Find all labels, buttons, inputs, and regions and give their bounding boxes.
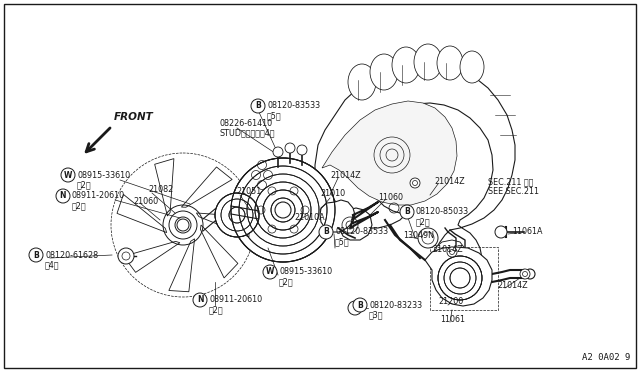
Text: 13049N: 13049N xyxy=(403,231,434,240)
Circle shape xyxy=(29,248,43,262)
Text: SEE SEC.211: SEE SEC.211 xyxy=(488,187,539,196)
Circle shape xyxy=(297,145,307,155)
Text: 21051: 21051 xyxy=(236,187,261,196)
Polygon shape xyxy=(288,195,341,230)
Circle shape xyxy=(418,228,438,248)
Polygon shape xyxy=(124,241,180,272)
Circle shape xyxy=(438,256,482,300)
Polygon shape xyxy=(196,213,250,237)
Circle shape xyxy=(251,99,265,113)
Text: 21014Z: 21014Z xyxy=(434,177,465,186)
Text: B: B xyxy=(323,228,329,237)
Polygon shape xyxy=(340,208,372,240)
Polygon shape xyxy=(181,167,232,207)
Text: 21014Z: 21014Z xyxy=(330,171,360,180)
Circle shape xyxy=(495,226,507,238)
Text: 08915-33610: 08915-33610 xyxy=(77,170,130,180)
Text: （2）: （2） xyxy=(209,305,223,314)
Text: A2 0A02 9: A2 0A02 9 xyxy=(582,353,630,362)
Text: （4）: （4） xyxy=(45,260,60,269)
Text: 21060: 21060 xyxy=(133,198,158,206)
Circle shape xyxy=(231,158,335,262)
Polygon shape xyxy=(315,65,515,292)
Circle shape xyxy=(61,168,75,182)
Text: （5）: （5） xyxy=(335,237,349,247)
Text: （2）: （2） xyxy=(77,180,92,189)
Text: 08911-20610: 08911-20610 xyxy=(72,192,125,201)
Circle shape xyxy=(56,189,70,203)
Text: 08226-61410: 08226-61410 xyxy=(220,119,273,128)
Ellipse shape xyxy=(370,54,398,90)
Text: （3）: （3） xyxy=(369,311,383,320)
Text: SEC.211 参照: SEC.211 参照 xyxy=(488,177,533,186)
Text: 21010A: 21010A xyxy=(294,214,324,222)
Circle shape xyxy=(447,247,457,257)
Ellipse shape xyxy=(437,46,463,80)
Text: 08911-20610: 08911-20610 xyxy=(209,295,262,305)
Polygon shape xyxy=(200,225,238,278)
Text: FRONT: FRONT xyxy=(114,112,154,122)
Text: 21010: 21010 xyxy=(320,189,345,199)
Ellipse shape xyxy=(392,47,420,83)
Circle shape xyxy=(348,301,362,315)
Text: 21014Z: 21014Z xyxy=(432,244,463,253)
Circle shape xyxy=(275,202,291,218)
Ellipse shape xyxy=(348,64,376,100)
Text: W: W xyxy=(266,267,274,276)
Text: B: B xyxy=(404,208,410,217)
Text: B: B xyxy=(33,250,39,260)
Text: STUDスタッド（4）: STUDスタッド（4） xyxy=(220,128,275,138)
Circle shape xyxy=(177,219,189,231)
Circle shape xyxy=(400,205,414,219)
Text: （2）: （2） xyxy=(72,202,86,211)
Text: N: N xyxy=(60,192,67,201)
Circle shape xyxy=(319,225,333,239)
Text: 08120-83533: 08120-83533 xyxy=(335,228,388,237)
Text: 08120-85033: 08120-85033 xyxy=(416,208,469,217)
Polygon shape xyxy=(320,200,355,232)
Circle shape xyxy=(215,193,259,237)
Text: （5）: （5） xyxy=(267,112,282,121)
Text: N: N xyxy=(196,295,204,305)
Text: 21082: 21082 xyxy=(148,186,173,195)
Polygon shape xyxy=(155,158,174,216)
Text: B: B xyxy=(255,102,261,110)
Text: 21014Z: 21014Z xyxy=(497,282,527,291)
Circle shape xyxy=(118,248,134,264)
Text: W: W xyxy=(64,170,72,180)
Circle shape xyxy=(410,178,420,188)
Polygon shape xyxy=(432,240,466,272)
Polygon shape xyxy=(169,239,195,292)
Text: （2）: （2） xyxy=(279,278,294,286)
Polygon shape xyxy=(117,195,166,232)
Polygon shape xyxy=(425,247,492,306)
Text: 11060: 11060 xyxy=(378,193,403,202)
Text: 08120-83233: 08120-83233 xyxy=(369,301,422,310)
Circle shape xyxy=(193,293,207,307)
Text: 08120-61628: 08120-61628 xyxy=(45,250,98,260)
Circle shape xyxy=(273,147,283,157)
Text: 11061A: 11061A xyxy=(512,227,543,235)
Ellipse shape xyxy=(414,44,442,80)
Ellipse shape xyxy=(460,51,484,83)
Circle shape xyxy=(285,143,295,153)
Text: （2）: （2） xyxy=(416,218,431,227)
Text: 21200: 21200 xyxy=(438,298,463,307)
Polygon shape xyxy=(322,101,457,205)
Text: 08120-83533: 08120-83533 xyxy=(267,102,320,110)
Text: 08915-33610: 08915-33610 xyxy=(279,267,332,276)
Text: B: B xyxy=(357,301,363,310)
Circle shape xyxy=(520,269,530,279)
Circle shape xyxy=(353,298,367,312)
Circle shape xyxy=(263,265,277,279)
Text: 11061: 11061 xyxy=(440,315,465,324)
